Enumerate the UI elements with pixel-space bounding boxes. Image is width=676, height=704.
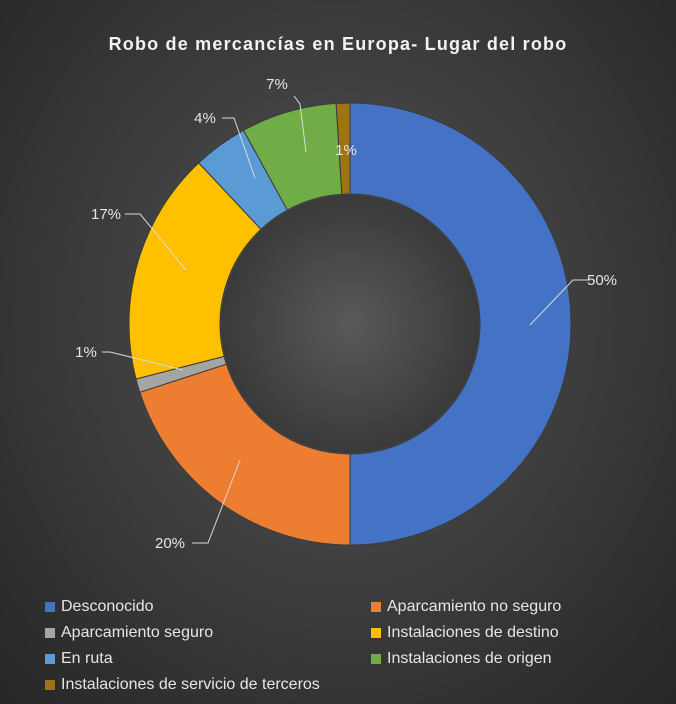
legend-label: Desconocido	[61, 597, 154, 615]
legend-swatch	[371, 653, 381, 664]
legend-label: En ruta	[61, 649, 113, 667]
leader-line	[192, 459, 241, 544]
legend-item[interactable]: Aparcamiento seguro	[45, 622, 371, 643]
slice-instalaciones-de-servicio-de-terceros[interactable]	[335, 102, 351, 195]
slice-aparcamiento-no-seguro[interactable]	[139, 363, 351, 546]
leader-line	[293, 95, 307, 153]
legend-label: Instalaciones de destino	[387, 623, 559, 641]
doughnut-hole	[221, 195, 479, 453]
legend: Desconocido Aparcamiento no seguro Aparc…	[45, 596, 645, 695]
legend-label: Instalaciones de servicio de terceros	[61, 675, 320, 693]
legend-item[interactable]: Aparcamiento no seguro	[371, 596, 645, 617]
legend-item[interactable]: Instalaciones de destino	[371, 622, 645, 643]
leader-line	[529, 279, 590, 326]
chart-title: Robo de mercancías en Europa- Lugar del …	[108, 34, 568, 54]
legend-label: Aparcamiento seguro	[61, 623, 214, 641]
legend-swatch	[45, 679, 55, 690]
data-label: 4%	[194, 110, 216, 127]
legend-item[interactable]: Instalaciones de origen	[371, 648, 645, 669]
slice-instalaciones-de-destino[interactable]	[128, 162, 262, 380]
legend-swatch	[45, 601, 55, 612]
leader-line	[102, 351, 184, 371]
legend-swatch	[371, 627, 381, 638]
legend-label: Instalaciones de origen	[387, 649, 552, 667]
data-label: 1%	[75, 344, 97, 361]
data-label: 1%	[335, 142, 357, 159]
leader-line	[222, 117, 256, 179]
legend-item[interactable]: Instalaciones de servicio de terceros	[45, 674, 371, 695]
leader-line	[125, 213, 187, 271]
legend-swatch	[45, 653, 55, 664]
data-label: 17%	[91, 206, 121, 223]
legend-swatch	[45, 627, 55, 638]
legend-swatch	[371, 601, 381, 612]
legend-item[interactable]: Desconocido	[45, 596, 371, 617]
slice-desconocido[interactable]	[349, 102, 572, 546]
legend-label: Aparcamiento no seguro	[387, 597, 562, 615]
data-label: 50%	[587, 272, 617, 289]
data-label: 7%	[266, 76, 288, 93]
data-label: 20%	[155, 535, 185, 552]
legend-item[interactable]: En ruta	[45, 648, 371, 669]
